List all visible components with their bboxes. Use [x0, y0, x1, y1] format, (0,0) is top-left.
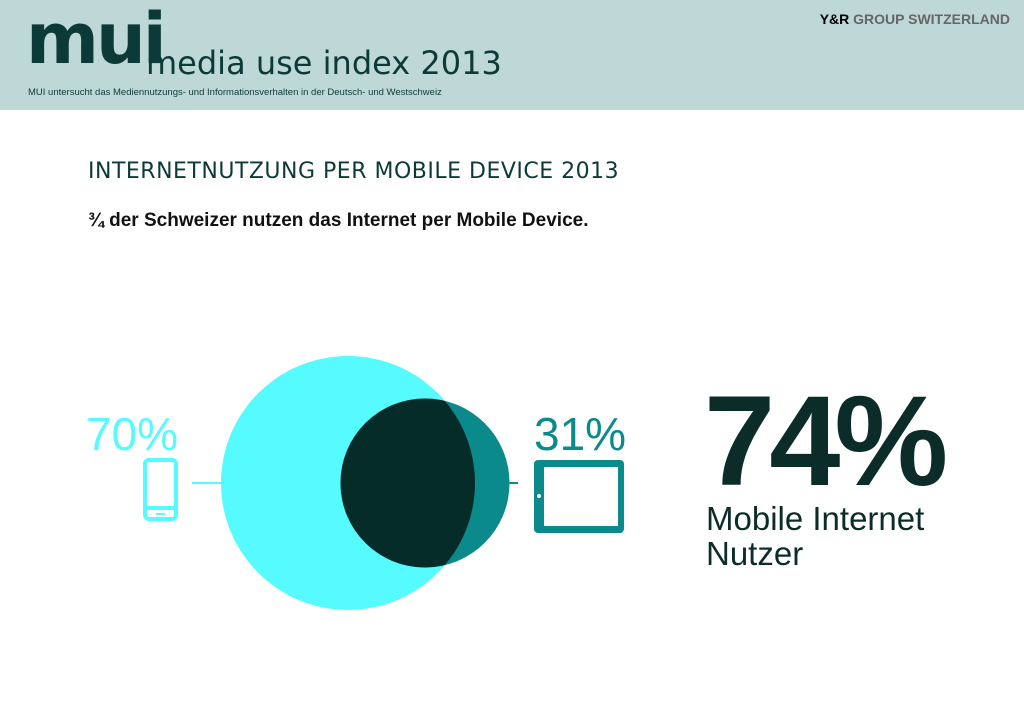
smartphone-icon-bar — [145, 506, 176, 510]
logo-subtitle: MUI untersucht das Mediennutzungs- und I… — [28, 87, 442, 98]
header-banner: mui media use index 2013 MUI untersucht … — [0, 0, 1024, 110]
page-subtitle: ¾ der Schweizer nutzen das Internet per … — [88, 210, 589, 231]
brand-name: Y&R GROUP SWITZERLAND — [820, 11, 1010, 27]
total-value: 74% — [704, 370, 948, 513]
smartphone-icon-body — [143, 458, 178, 521]
brand-yr: Y&R — [819, 11, 850, 27]
tablet-icon-button — [537, 494, 541, 498]
tablet-percentage: 31% — [534, 408, 626, 460]
smartphone-icon-screen — [148, 465, 173, 509]
smartphone-percentage: 70% — [86, 408, 178, 460]
tablet-icon-screen — [544, 467, 618, 526]
mui-logo: mui — [26, 0, 167, 80]
smartphone-icon — [143, 458, 178, 521]
brand-group: GROUP SWITZERLAND — [853, 11, 1010, 27]
overlap-region — [340, 398, 475, 568]
page-title: INTERNETNUTZUNG PER MOBILE DEVICE 2013 — [88, 159, 620, 184]
logo-title: media use index 2013 — [146, 44, 502, 82]
tablet-icon — [534, 460, 624, 533]
total-caption: Mobile Internet Nutzer — [706, 500, 925, 572]
